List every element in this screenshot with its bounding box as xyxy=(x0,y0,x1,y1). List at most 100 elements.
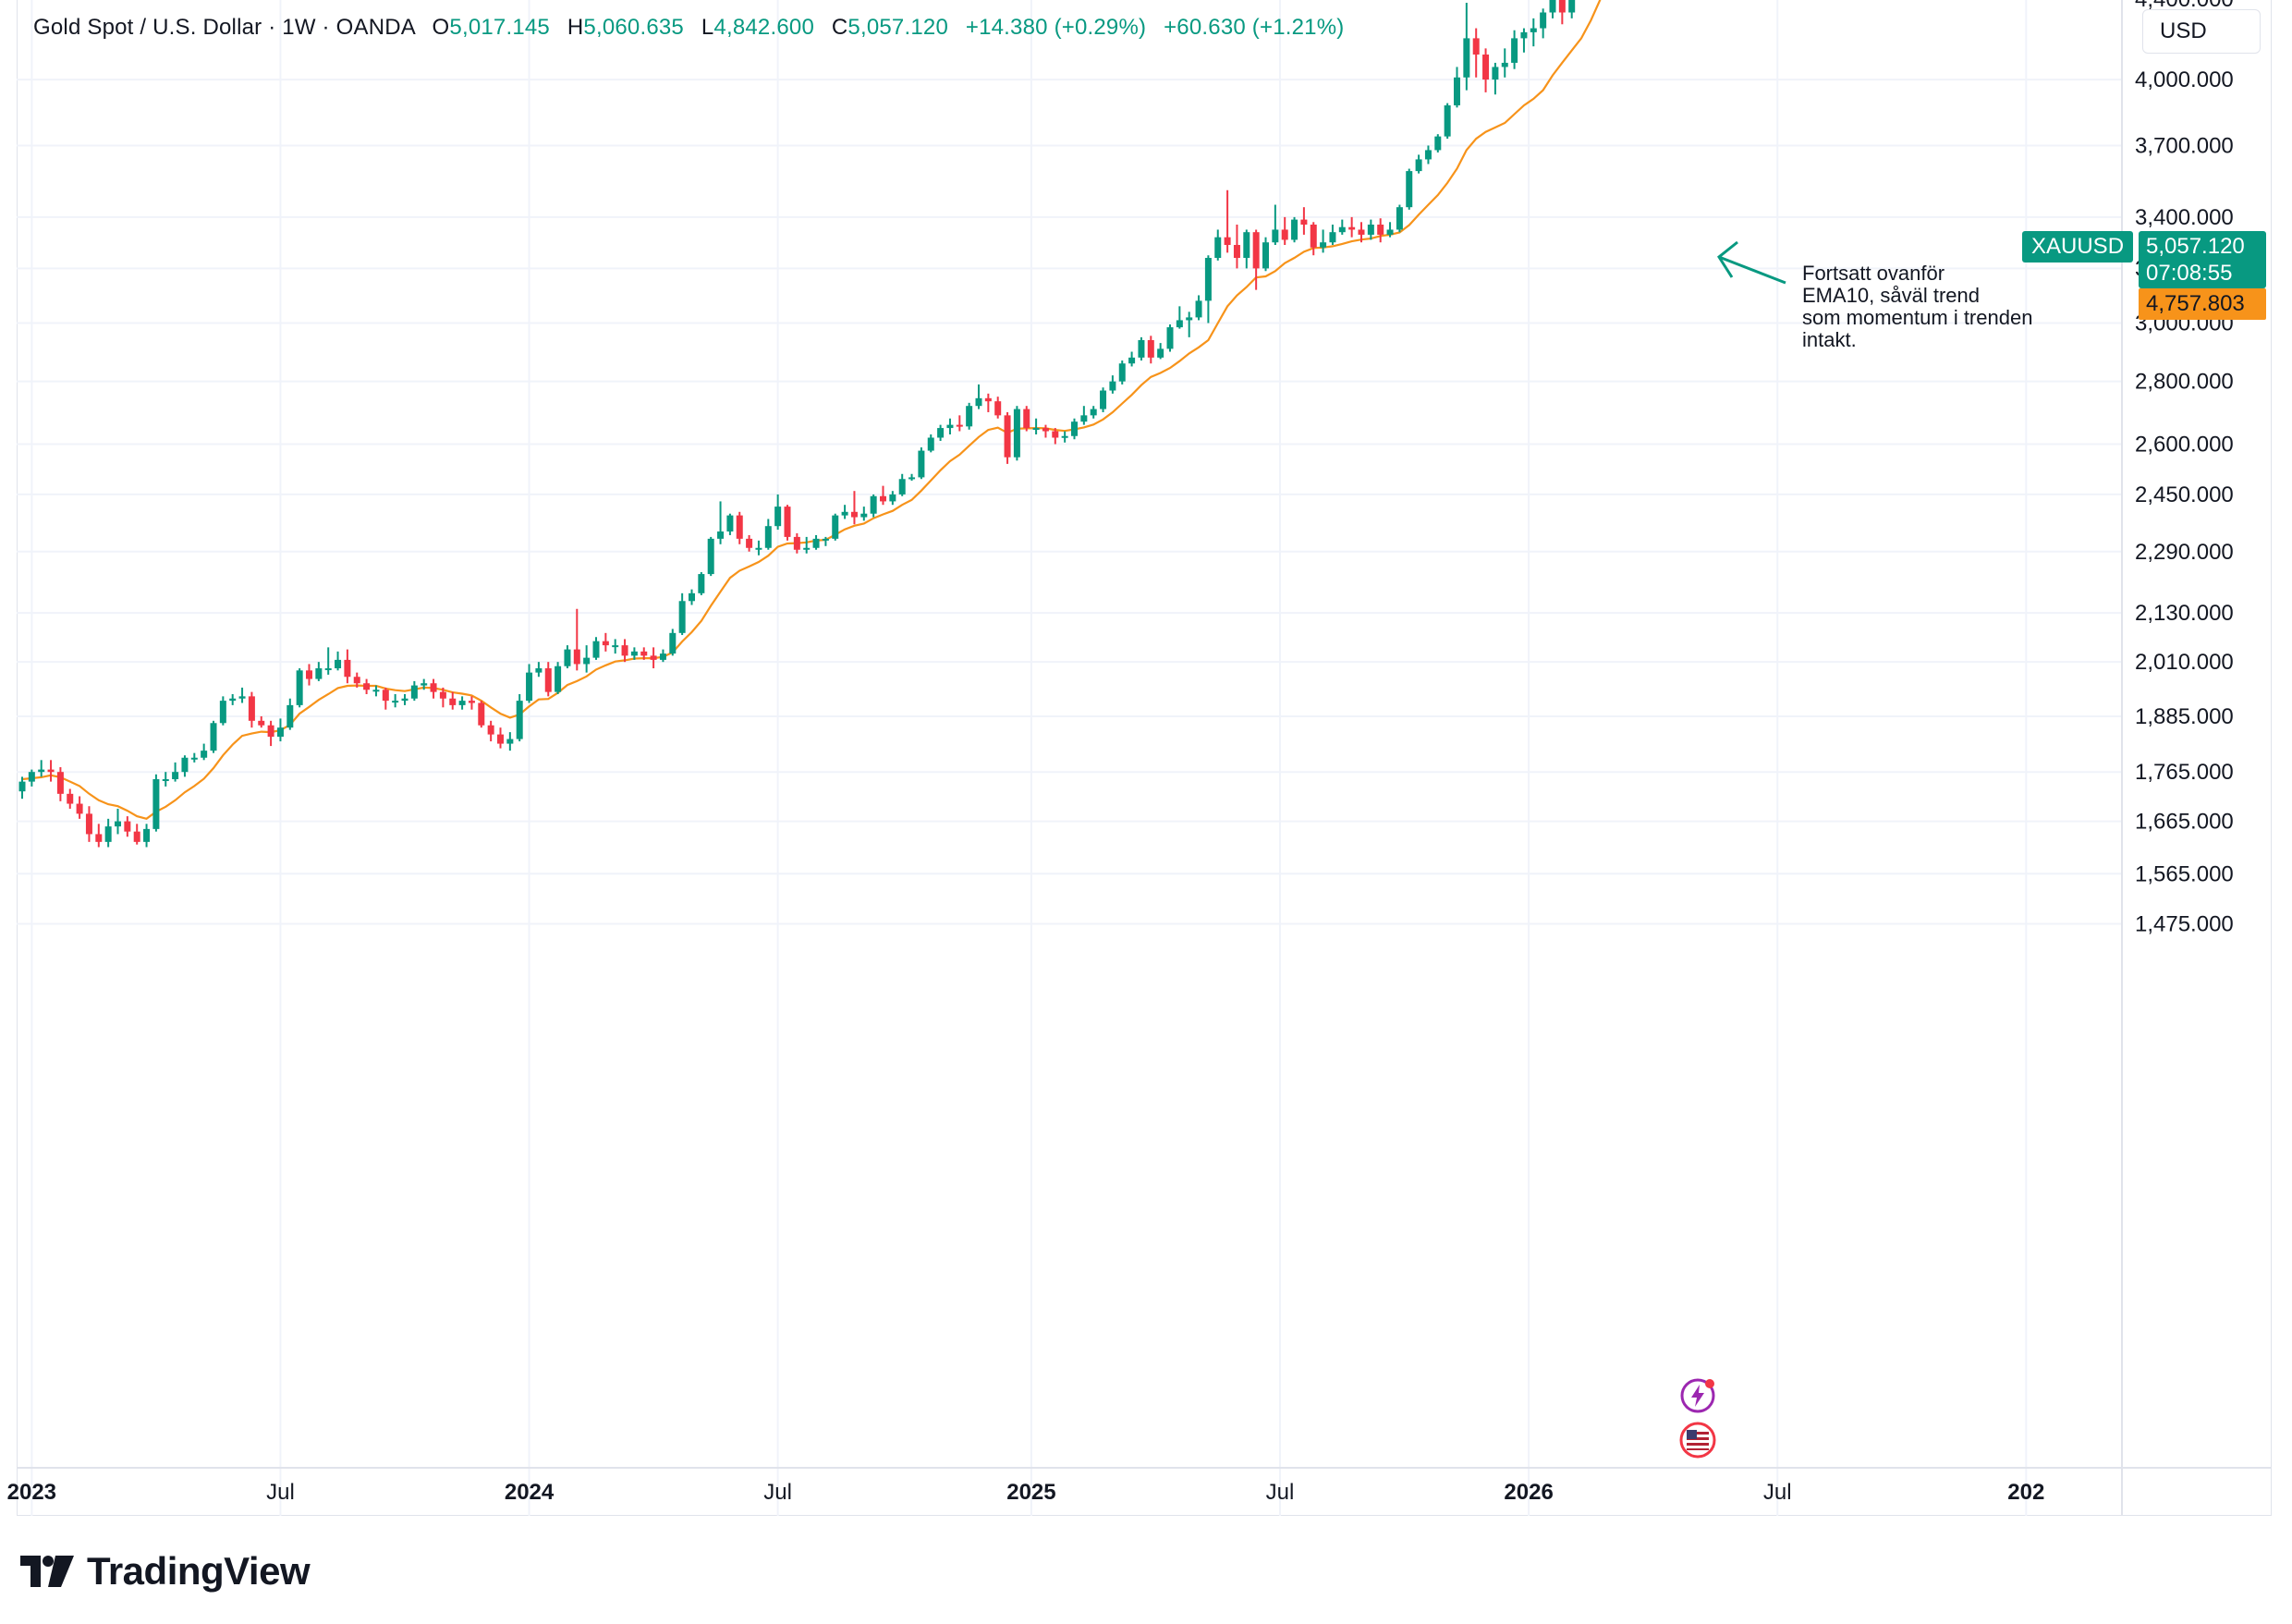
x-tick-label: Jul xyxy=(266,1480,295,1505)
y-tick-label: 2,450.000 xyxy=(2135,482,2234,507)
candle-body xyxy=(1511,38,1518,63)
ema-layer xyxy=(21,0,1602,820)
currency-button[interactable]: USD xyxy=(2142,9,2261,54)
lightning-event-icon[interactable] xyxy=(1679,1377,1716,1414)
y-tick-label: 1,765.000 xyxy=(2135,760,2234,785)
change-value-2: +60.630 (+1.21%) xyxy=(1164,15,1345,40)
change-value: +14.380 (+0.29%) xyxy=(965,15,1147,40)
y-tick-label: 2,800.000 xyxy=(2135,370,2234,395)
candle-body xyxy=(1377,224,1384,235)
close-label: C xyxy=(831,15,848,40)
candle-body xyxy=(1252,232,1260,269)
candle-body xyxy=(1415,159,1422,172)
tradingview-logo[interactable]: TradingView xyxy=(20,1549,311,1593)
x-tick-label: Jul xyxy=(1266,1480,1295,1505)
annotation-line: Fortsatt ovanför xyxy=(1802,262,1945,285)
candle-body xyxy=(172,772,179,780)
candle-body xyxy=(1128,357,1136,364)
candle-body xyxy=(583,657,591,665)
candle-body xyxy=(812,538,820,548)
candle-body xyxy=(937,428,945,438)
candle-body xyxy=(1157,348,1164,358)
symbol-legend[interactable]: Gold Spot / U.S. Dollar · 1W · OANDA O5,… xyxy=(33,15,1344,41)
candle-body xyxy=(286,704,294,728)
candle-body xyxy=(784,507,791,537)
candle-body xyxy=(1367,224,1374,235)
tradingview-logo-icon xyxy=(20,1556,74,1587)
candle-body xyxy=(803,547,811,550)
candle-body xyxy=(793,536,800,550)
candle-body xyxy=(1320,242,1327,248)
y-tick-label: 1,665.000 xyxy=(2135,810,2234,835)
text-annotation[interactable]: Fortsatt ovanför EMA10, såväl trend som … xyxy=(1802,263,2098,351)
ema-price-tag: 4,757.803 xyxy=(2139,288,2266,320)
candle-body xyxy=(841,511,848,516)
y-tick-label: 4,000.000 xyxy=(2135,67,2234,92)
chart-frame xyxy=(17,0,2272,1516)
candle-body xyxy=(487,725,494,735)
candle-body xyxy=(133,831,140,842)
open-value: 5,017.145 xyxy=(449,15,550,40)
x-tick-label: 2025 xyxy=(1006,1480,1055,1505)
candle-body xyxy=(468,701,475,703)
candle-body xyxy=(1454,77,1460,105)
candle-body xyxy=(152,779,160,829)
annotation-arrow-icon[interactable] xyxy=(1717,240,1786,285)
candle-body xyxy=(555,665,562,692)
grid-layer xyxy=(17,0,2122,1516)
candle-body xyxy=(1061,435,1068,438)
x-tick-label: 2023 xyxy=(7,1480,56,1505)
x-tick-label: Jul xyxy=(763,1480,792,1505)
candle-body xyxy=(248,696,255,721)
candle-body xyxy=(592,641,600,658)
chart-canvas[interactable]: 6,000.0005,600.0005,200.0004,400.0004,00… xyxy=(0,0,2292,1516)
candle-body xyxy=(1195,300,1202,318)
candle-layer xyxy=(18,0,1576,848)
candle-body xyxy=(1004,415,1011,458)
x-tick-label: 2024 xyxy=(505,1480,555,1505)
candle-body xyxy=(1291,219,1298,240)
candle-body xyxy=(1568,0,1576,13)
candle-body xyxy=(1138,339,1145,358)
candle-body xyxy=(1052,431,1059,438)
candle-body xyxy=(1080,415,1088,422)
candle-body xyxy=(1424,150,1432,160)
candle-body xyxy=(1176,320,1183,328)
y-tick-label: 2,130.000 xyxy=(2135,601,2234,626)
candle-body xyxy=(927,437,934,451)
candle-body xyxy=(946,424,954,429)
candle-body xyxy=(1472,38,1480,55)
symbol-title[interactable]: Gold Spot / U.S. Dollar · 1W · OANDA xyxy=(33,15,415,40)
candle-body xyxy=(201,751,208,758)
x-tick-label: 202 xyxy=(2007,1480,2044,1505)
candle-body xyxy=(1224,237,1231,245)
y-tick-label: 1,475.000 xyxy=(2135,912,2234,937)
candle-body xyxy=(56,772,64,794)
candle-body xyxy=(1482,55,1490,80)
candle-body xyxy=(401,698,408,702)
y-tick-label: 1,565.000 xyxy=(2135,861,2234,886)
annotation-line: EMA10, såväl trend xyxy=(1802,284,1980,307)
candle-body xyxy=(306,670,312,679)
annotation-line: intakt. xyxy=(1802,328,1857,351)
candle-body xyxy=(449,698,457,705)
candle-body xyxy=(1214,237,1222,259)
candle-body xyxy=(124,821,131,832)
candle-body xyxy=(324,668,332,671)
candle-body xyxy=(612,645,619,648)
candle-body xyxy=(67,793,74,804)
bar-countdown: 07:08:55 xyxy=(2146,261,2233,286)
candle-body xyxy=(1386,229,1394,235)
candle-body xyxy=(1530,28,1537,32)
candle-body xyxy=(18,781,26,792)
us-flag-event-icon[interactable] xyxy=(1679,1422,1716,1459)
candle-body xyxy=(870,495,877,514)
logo-text: TradingView xyxy=(87,1549,311,1593)
candle-body xyxy=(956,424,963,427)
candle-body xyxy=(1310,224,1317,248)
candle-body xyxy=(1204,258,1212,301)
high-label: H xyxy=(567,15,584,40)
candle-body xyxy=(889,494,896,502)
candle-body xyxy=(1186,317,1193,321)
candle-body xyxy=(564,649,571,666)
